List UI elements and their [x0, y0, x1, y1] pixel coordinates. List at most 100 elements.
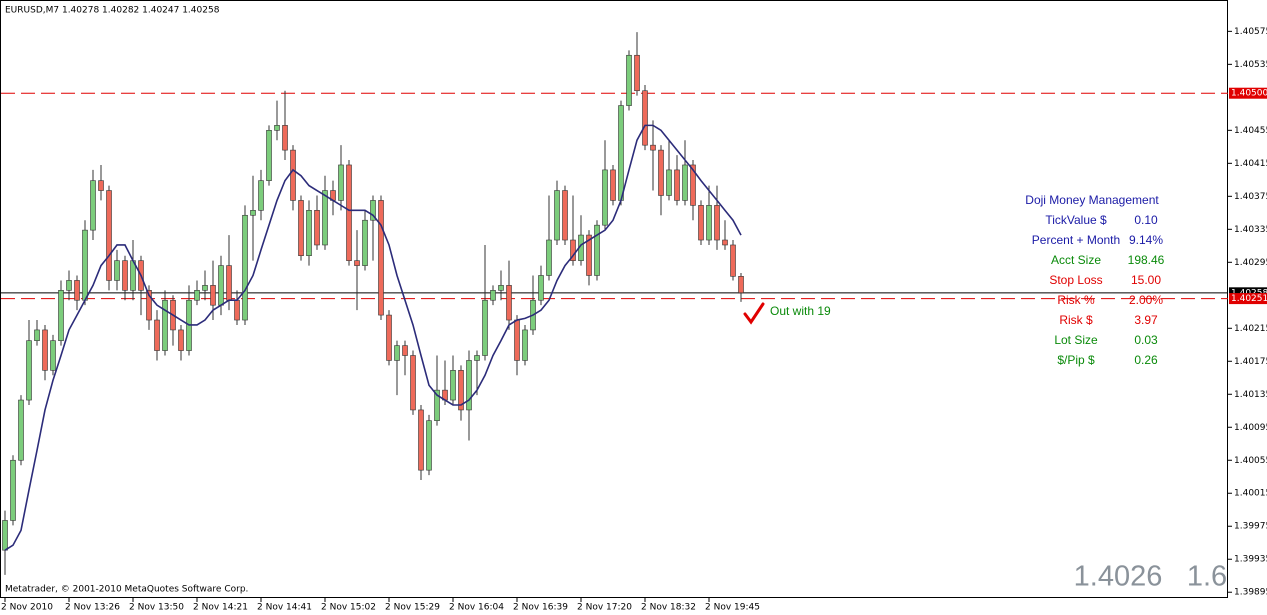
big-price: 1.4026	[1074, 561, 1163, 593]
candle-body	[618, 105, 624, 201]
panel-value: 2.00%	[1129, 293, 1163, 307]
candle-body	[698, 205, 704, 241]
candle-body	[514, 319, 520, 361]
candle-body	[162, 299, 168, 351]
candle-body	[562, 190, 568, 241]
moving-average	[4, 124, 742, 551]
x-tick-label: 2 Nov 17:20	[577, 603, 632, 613]
y-tick-label: 1.40055	[1234, 456, 1267, 466]
candle-body	[418, 409, 424, 471]
candle-body	[602, 169, 608, 226]
candle-body	[298, 200, 304, 256]
candle-body	[306, 210, 312, 256]
candle-body	[538, 275, 544, 301]
price-line-label-box	[1229, 287, 1267, 299]
candle-body	[346, 164, 352, 261]
y-tick-label: 1.40015	[1234, 489, 1267, 499]
x-tick-label: 2 Nov 15:02	[321, 603, 376, 613]
candle-body	[266, 130, 272, 181]
candle-body	[18, 399, 24, 461]
price-line-label: 1.40500	[1231, 89, 1267, 99]
candle-body	[434, 389, 440, 421]
annotation: Out with 19	[770, 304, 831, 318]
candle-body	[394, 345, 400, 361]
candle-body	[106, 190, 112, 281]
x-tick-label: 2 Nov 14:21	[193, 603, 248, 613]
candle-body	[586, 234, 592, 276]
x-tick-label: 2 Nov 13:26	[65, 603, 120, 613]
candle-body	[626, 54, 632, 106]
panel-label: $/Pip $	[1057, 353, 1095, 367]
candle-body	[194, 290, 200, 301]
candle-body	[50, 340, 56, 371]
price-line-label-box	[1229, 87, 1267, 99]
candle-body	[402, 345, 408, 356]
candle-body	[506, 285, 512, 321]
y-tick-label: 1.40375	[1234, 192, 1267, 202]
candle-body	[666, 169, 672, 196]
candle-body	[250, 210, 256, 216]
candle-body	[210, 285, 216, 306]
candle-body	[90, 180, 96, 231]
candle-body	[226, 265, 232, 301]
candle-body	[458, 370, 464, 411]
candle-body	[274, 125, 280, 131]
y-tick-label: 1.40215	[1234, 324, 1267, 334]
candle-body	[634, 54, 640, 92]
x-tick-label: 2 Nov 19:45	[705, 603, 760, 613]
footer: Metatrader, © 2001-2010 MetaQuotes Softw…	[5, 585, 248, 595]
candle-body	[546, 239, 552, 276]
y-tick-label: 1.40135	[1234, 390, 1267, 400]
candle-body	[122, 260, 128, 291]
panel-value: 0.26	[1134, 353, 1158, 367]
candle-body	[706, 205, 712, 241]
candle-body	[522, 329, 528, 361]
x-tick-label: 2 Nov 15:29	[385, 603, 440, 613]
x-tick-label: 2 Nov 16:04	[449, 603, 504, 613]
panel-value: 3.97	[1134, 313, 1158, 327]
chart-title: EURUSD,M7 1.40278 1.40282 1.40247 1.4025…	[5, 6, 220, 16]
candle-body	[650, 144, 656, 151]
panel-label: Percent + Month	[1032, 233, 1120, 247]
panel-title: Doji Money Management	[1025, 193, 1159, 207]
candle-body	[26, 340, 32, 401]
candle-body	[314, 210, 320, 246]
candle-body	[42, 329, 48, 371]
candle-body	[610, 169, 616, 201]
candle-body	[362, 219, 368, 266]
y-tick-label: 1.39895	[1234, 588, 1267, 598]
candle-body	[730, 244, 736, 277]
candle-body	[714, 205, 720, 241]
panel-label: Acct Size	[1051, 253, 1101, 267]
candle-body	[642, 90, 648, 146]
x-tick-label: 2 Nov 13:50	[129, 603, 184, 613]
y-tick-label: 1.40455	[1234, 126, 1267, 136]
y-tick-label: 1.40095	[1234, 423, 1267, 433]
candle-body	[722, 239, 728, 246]
candle-body	[658, 149, 664, 196]
candle-body	[426, 420, 432, 471]
x-tick-label: 2 Nov 2010	[1, 603, 53, 613]
y-tick-label: 1.40415	[1234, 159, 1267, 169]
panel-value: 0.03	[1134, 333, 1158, 347]
candle-body	[466, 360, 472, 411]
y-tick-label: 1.40335	[1234, 225, 1267, 235]
candle-body	[410, 355, 416, 411]
candle-body	[674, 169, 680, 201]
candle-body	[178, 329, 184, 351]
panel-value: 9.14%	[1129, 233, 1163, 247]
candle-body	[690, 164, 696, 206]
x-tick-label: 2 Nov 16:39	[513, 603, 568, 613]
overlay	[4, 124, 742, 551]
candle-body	[354, 260, 360, 266]
candle-body	[570, 239, 576, 261]
candle-body	[242, 214, 248, 321]
y-tick-label: 1.39935	[1234, 555, 1267, 565]
y-tick-label: 1.40175	[1234, 357, 1267, 367]
candle-body	[154, 319, 160, 351]
candle-body	[258, 180, 264, 211]
candle-body	[338, 164, 344, 201]
candle-body	[490, 290, 496, 301]
candle-body	[74, 280, 80, 301]
